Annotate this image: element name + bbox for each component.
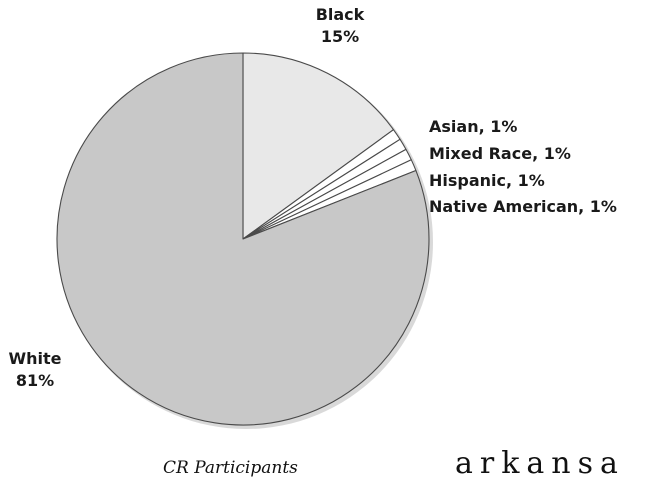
label-white-category: White <box>8 349 62 368</box>
label-hispanic: Hispanic, 1% <box>429 171 545 190</box>
label-native-american-category: Native American <box>429 197 579 216</box>
label-black: Black 15% <box>300 4 380 48</box>
label-hispanic-category: Hispanic <box>429 171 507 190</box>
label-native-american: Native American, 1% <box>429 197 617 216</box>
pie-slice-white <box>56 52 430 426</box>
label-asian-category: Asian <box>429 117 479 136</box>
label-black-value: 15% <box>320 27 360 46</box>
label-white: White 81% <box>0 348 70 392</box>
label-white-value: 81% <box>15 371 55 390</box>
label-black-category: Black <box>315 5 365 24</box>
label-asian-value: 1% <box>490 117 518 136</box>
label-mixed-race-value: 1% <box>543 144 571 163</box>
label-native-american-value: 1% <box>589 197 617 216</box>
label-mixed-race-category: Mixed Race <box>429 144 533 163</box>
chart-caption: CR Participants <box>163 458 298 478</box>
footer-wordmark: arkansa <box>455 446 625 481</box>
label-mixed-race: Mixed Race, 1% <box>429 144 571 163</box>
label-asian: Asian, 1% <box>429 117 518 136</box>
label-hispanic-value: 1% <box>517 171 545 190</box>
pie-slice-black <box>242 52 395 240</box>
